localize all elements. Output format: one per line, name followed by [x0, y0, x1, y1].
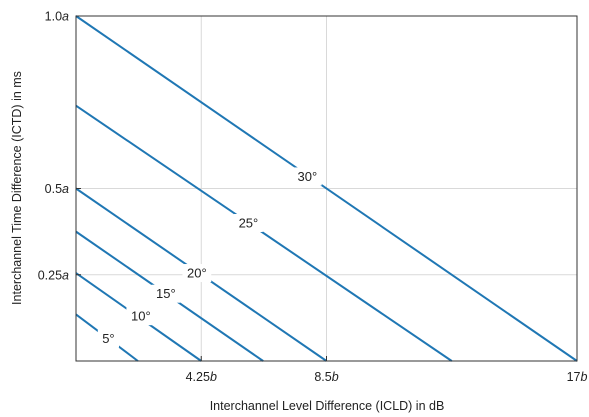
y-axis-title: Interchannel Time Difference (ICTD) in m…	[10, 71, 24, 305]
y-tick-labels: 0.25a 0.5a 1.0a	[38, 10, 81, 282]
series-label-bg-4	[234, 214, 263, 232]
series-label-bg-1	[126, 307, 156, 326]
series-line-4	[75, 104, 453, 362]
series-label-2: 15°	[156, 286, 176, 301]
series-label-bg-3	[182, 264, 212, 283]
x-tick-label-0: 4.25b	[186, 370, 217, 384]
x-tick-labels: 4.25b 8.5b 17b	[186, 356, 588, 384]
series-line-5	[75, 15, 578, 362]
y-tick-label-1: 0.5a	[45, 182, 69, 196]
series-label-5: 30°	[298, 169, 318, 184]
y-tick-label-0: 0.25a	[38, 268, 69, 282]
y-tick-label-2: 1.0a	[45, 10, 69, 24]
series-label-0: 5°	[102, 331, 114, 346]
series-label-bg-5	[292, 167, 322, 186]
series-label-bg-2	[151, 284, 181, 303]
series-labels: 5° 10° 15° 20° 25° 30°	[97, 167, 322, 348]
x-tick-label-2: 17b	[567, 370, 588, 384]
x-axis-title: Interchannel Level Difference (ICLD) in …	[210, 399, 445, 413]
x-tick-label-1: 8.5b	[314, 370, 338, 384]
series-label-3: 20°	[187, 266, 207, 281]
series-label-bg-0	[97, 329, 120, 348]
series-label-4: 25°	[239, 216, 259, 231]
series-label-1: 10°	[131, 309, 151, 324]
